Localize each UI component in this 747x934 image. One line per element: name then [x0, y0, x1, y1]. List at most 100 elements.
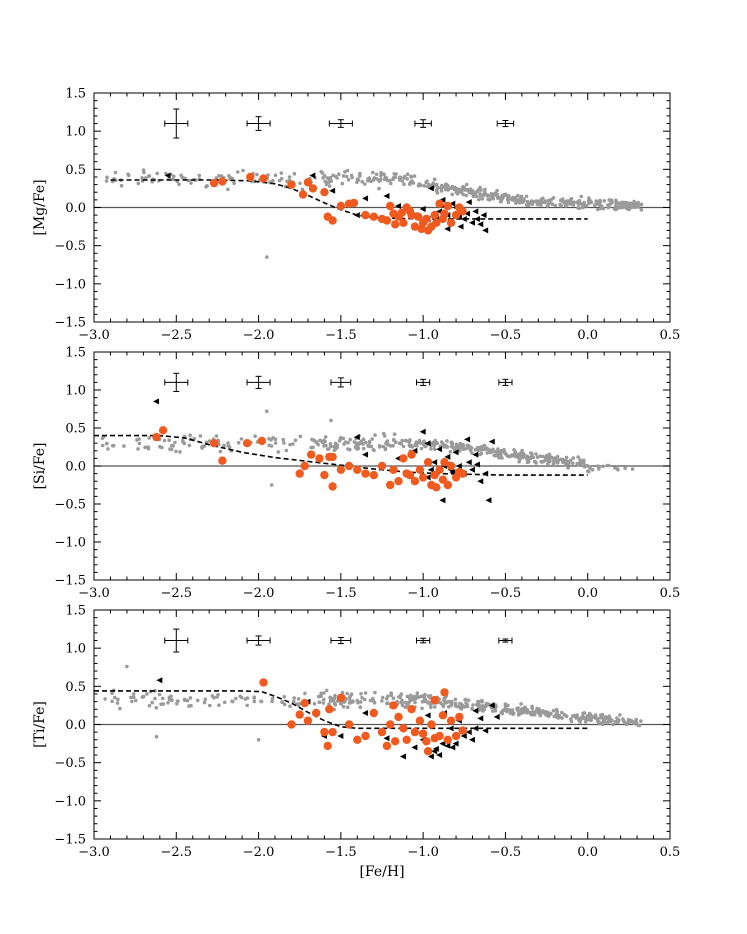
x-tick-label: −2.0 — [243, 586, 275, 601]
field-star-point — [569, 717, 573, 721]
field-star-point — [575, 713, 579, 717]
triangle-point — [153, 398, 160, 405]
x-tick-label: −1.5 — [325, 328, 357, 343]
field-star-point — [265, 255, 269, 259]
field-star-point — [600, 716, 604, 720]
field-star-point — [140, 176, 144, 180]
field-star-point — [634, 717, 638, 722]
field-star-point — [405, 172, 410, 176]
sample-star-point — [361, 210, 370, 220]
y-tick-label: 1.0 — [65, 384, 86, 399]
field-star-point — [479, 451, 484, 456]
error-bar — [330, 377, 352, 388]
field-star-point — [518, 455, 522, 460]
sample-star-point — [410, 727, 420, 737]
field-star-point — [367, 176, 372, 180]
field-star-point — [243, 697, 248, 701]
field-star-point — [579, 194, 583, 199]
field-star-point — [110, 699, 114, 703]
field-star-point — [270, 699, 274, 704]
field-star-point — [303, 691, 307, 696]
x-tick-label: −1.0 — [407, 845, 439, 860]
y-tick-label: −0.5 — [54, 239, 86, 254]
field-star-point — [485, 193, 490, 198]
sample-star-point — [438, 711, 448, 720]
field-star-point — [187, 704, 191, 708]
field-star-point — [446, 705, 451, 709]
field-star-point — [596, 464, 600, 468]
field-star-point — [476, 448, 481, 453]
field-star-point — [584, 717, 589, 722]
triangle-point — [439, 740, 446, 747]
field-star-point — [576, 206, 580, 210]
field-star-point — [441, 704, 446, 708]
sample-star-point — [323, 741, 332, 751]
field-star-point — [403, 700, 408, 705]
sample-star-point — [328, 727, 337, 737]
field-star-point — [597, 467, 601, 471]
error-bar — [164, 628, 189, 653]
field-star-point — [480, 698, 484, 703]
field-star-point — [392, 432, 397, 437]
field-star-point — [399, 442, 404, 446]
triangle-point — [447, 725, 454, 732]
triangle-point — [394, 202, 401, 209]
field-star-point — [239, 437, 244, 441]
field-star-point — [422, 184, 427, 188]
triangle-point — [444, 742, 451, 749]
field-star-point — [422, 698, 427, 702]
field-star-point — [581, 715, 586, 720]
sample-star-point — [391, 220, 400, 229]
field-star-point — [104, 441, 109, 446]
x-tick-label: −2.0 — [243, 328, 275, 343]
triangle-point — [427, 753, 434, 760]
field-star-point — [564, 204, 568, 208]
field-star-point — [616, 205, 621, 209]
field-star-point — [346, 447, 350, 451]
x-tick-label: −3.0 — [78, 328, 110, 343]
field-star-point — [324, 688, 329, 693]
field-star-point — [259, 699, 263, 704]
field-star-point — [344, 174, 349, 179]
field-star-point — [160, 696, 165, 701]
field-star-point — [319, 691, 324, 696]
field-star-point — [271, 436, 275, 440]
sample-star-point — [438, 475, 448, 484]
field-star-point — [590, 715, 595, 720]
field-star-point — [384, 440, 389, 445]
field-star-point — [177, 182, 181, 187]
field-star-point — [510, 708, 515, 712]
field-star-point — [633, 205, 638, 209]
field-star-point — [154, 734, 159, 739]
field-star-point — [556, 458, 560, 462]
field-star-point — [392, 438, 396, 443]
error-bar — [498, 637, 513, 644]
field-star-point — [507, 197, 512, 201]
field-star-point — [483, 447, 488, 452]
field-star-point — [100, 436, 105, 441]
sample-star-point — [353, 735, 362, 744]
field-star-point — [236, 440, 241, 445]
x-tick-label: −1.0 — [407, 328, 439, 343]
field-star-point — [269, 483, 274, 487]
field-star-point — [432, 447, 437, 452]
field-star-point — [143, 176, 148, 180]
y-tick-label: −0.5 — [54, 498, 86, 513]
field-star-point — [389, 691, 394, 695]
field-star-point — [451, 445, 455, 450]
field-star-point — [329, 418, 333, 423]
field-star-point — [430, 442, 435, 447]
field-star-point — [113, 695, 117, 700]
sample-star-point — [386, 480, 395, 490]
field-star-point — [503, 708, 507, 712]
sample-star-point — [328, 482, 337, 491]
field-star-point — [576, 455, 580, 459]
field-star-point — [321, 701, 326, 705]
triangle-point — [493, 713, 500, 720]
triangle-point — [411, 447, 418, 454]
field-star-point — [616, 467, 620, 472]
field-star-point — [589, 200, 594, 205]
field-star-point — [182, 441, 186, 446]
triangle-point — [482, 727, 489, 734]
triangle-point — [460, 732, 467, 739]
